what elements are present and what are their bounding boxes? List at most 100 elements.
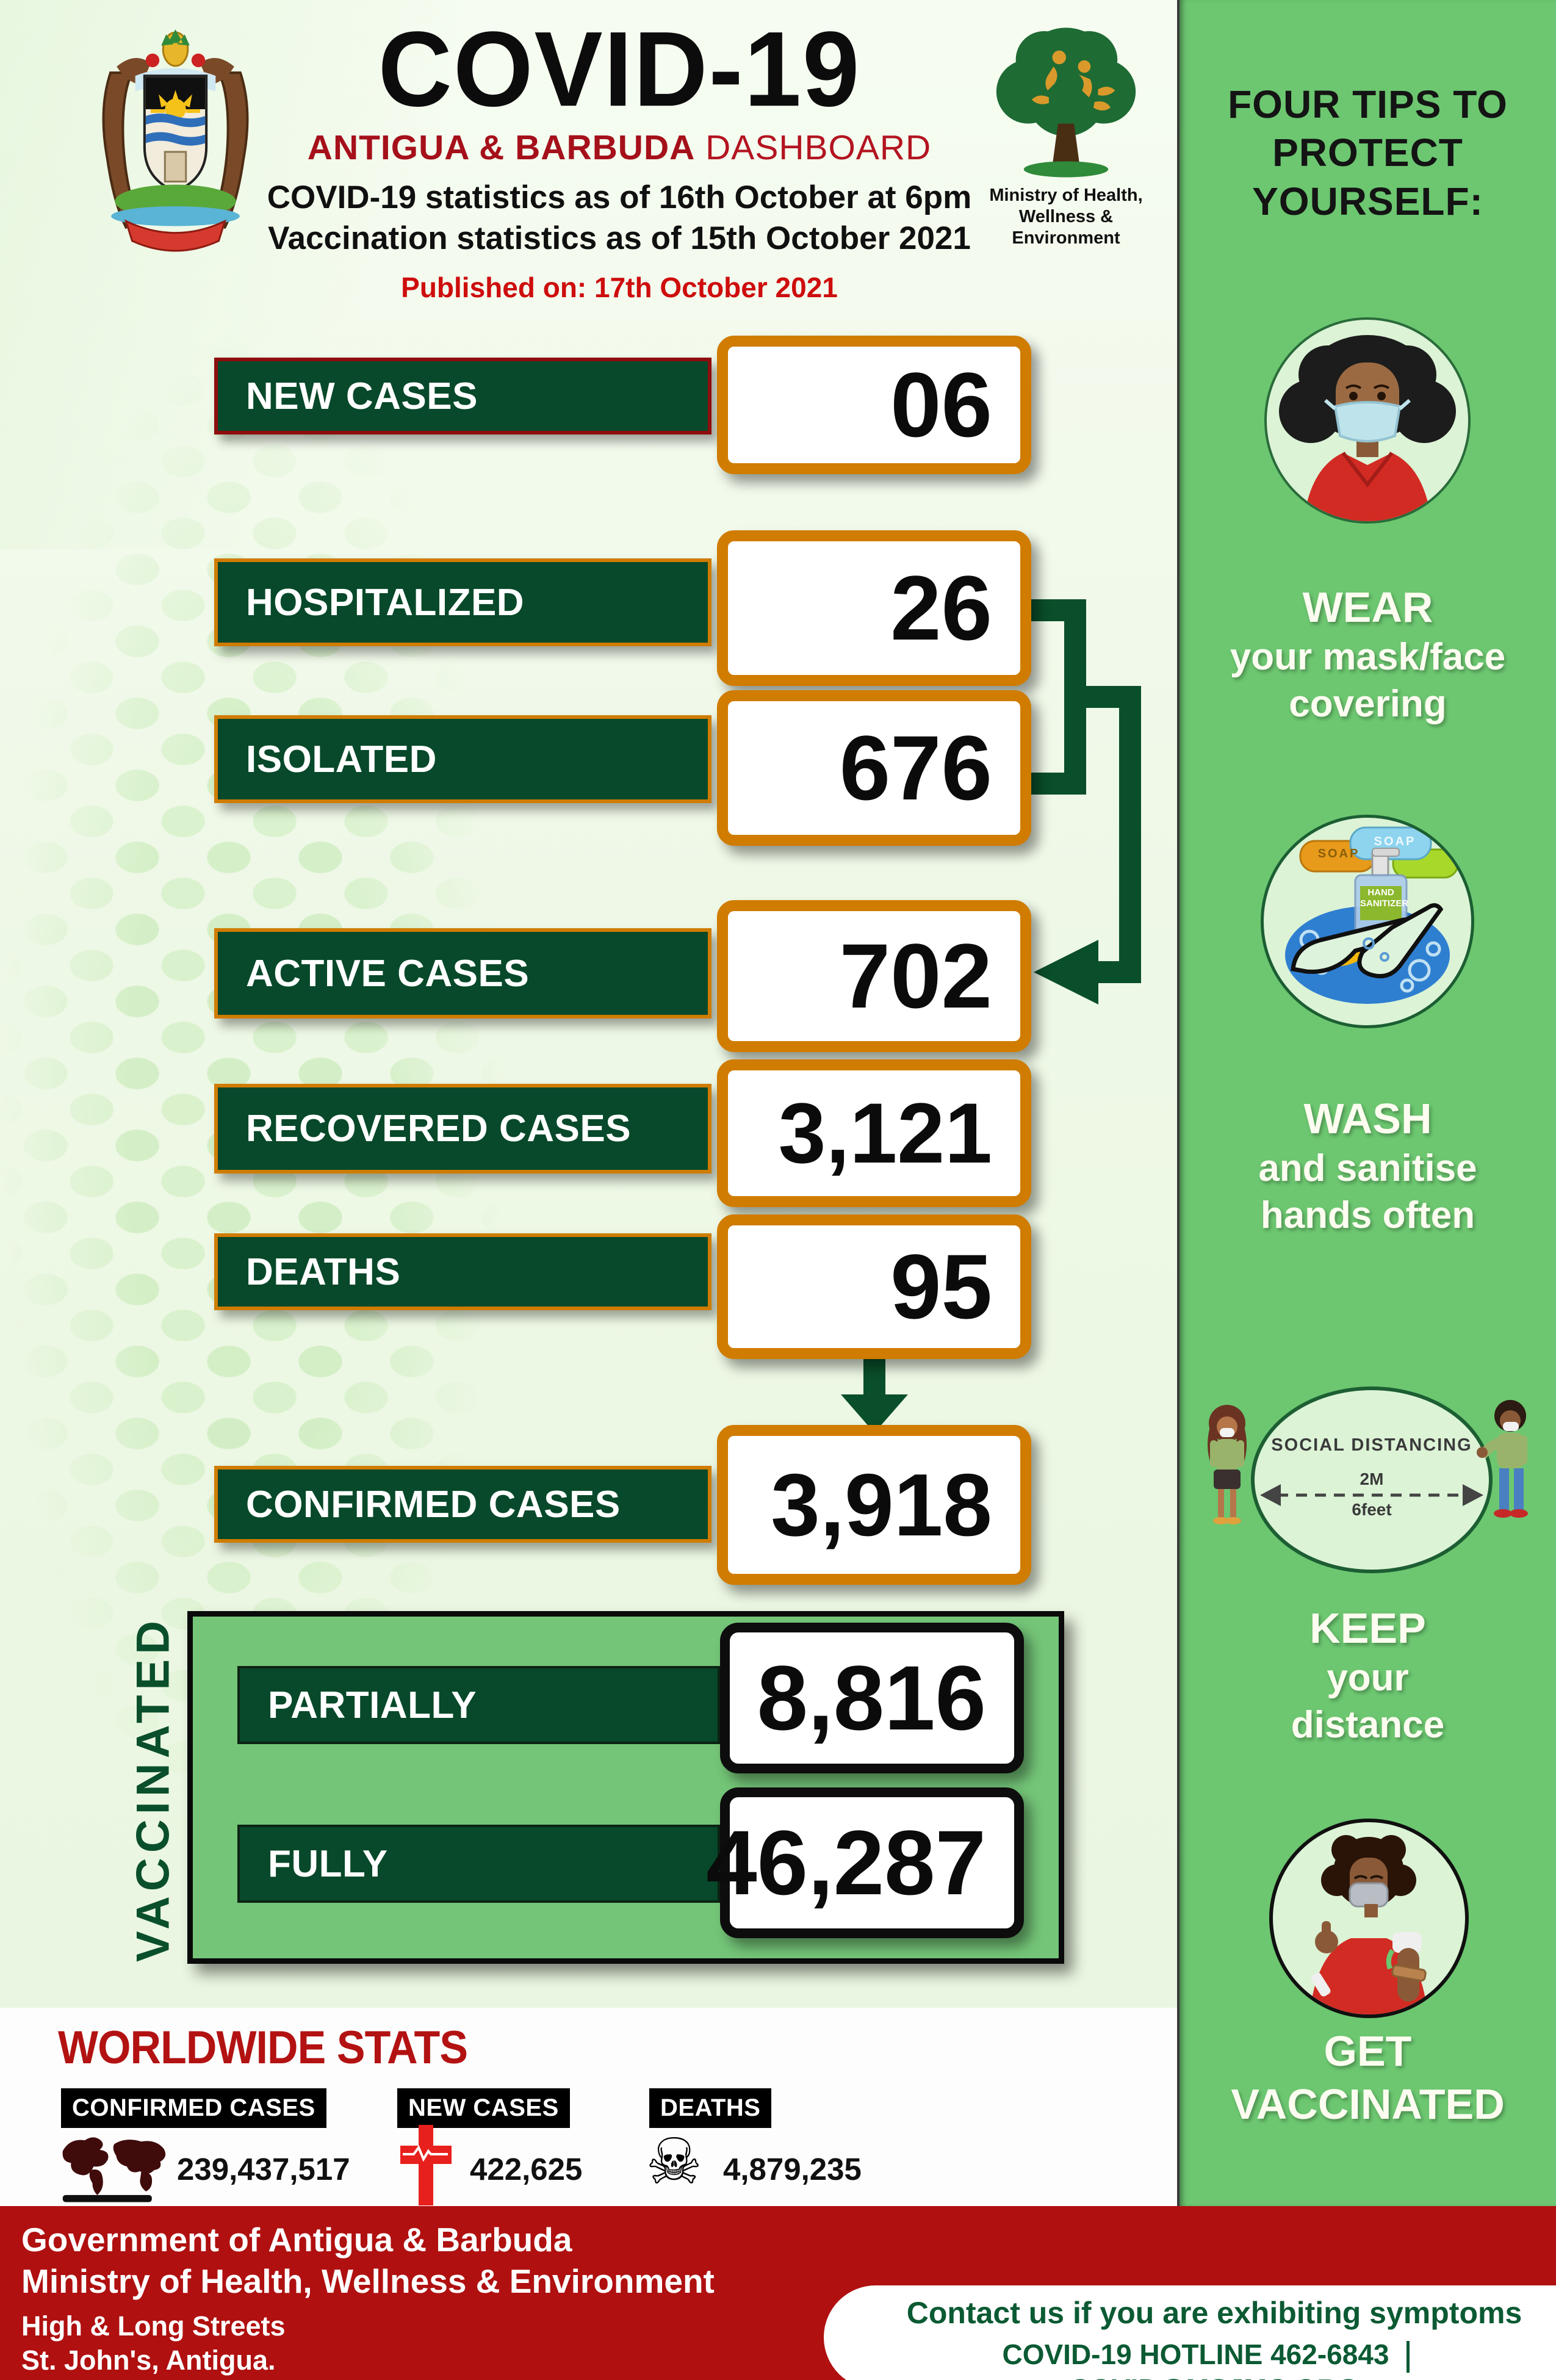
vaccination-stats-date: Vaccination statistics as of 15th Octobe… bbox=[268, 220, 971, 256]
vaccinated-person-icon bbox=[1309, 1835, 1428, 2014]
sanitizer-label: HAND SANITIZER bbox=[1360, 887, 1409, 909]
mask-woman-icon bbox=[1279, 335, 1456, 521]
fully-value: 46,287 bbox=[706, 1811, 986, 1914]
recovered-cases-value-box: 3,121 bbox=[717, 1059, 1031, 1207]
worldwide-title: WORLDWIDE STATS bbox=[58, 2022, 468, 2074]
contact-separator bbox=[1406, 2340, 1410, 2373]
world-map-icon bbox=[58, 2133, 171, 2205]
tips-title-line1: FOUR TIPS TO bbox=[1228, 82, 1508, 126]
get-vaccinated-illustration bbox=[1269, 1819, 1469, 2018]
recovered-cases-label-bar: RECOVERED CASES bbox=[214, 1084, 711, 1174]
new-cases-value-box: 06 bbox=[717, 336, 1031, 474]
footer-government: Government of Antigua & Barbuda bbox=[21, 2221, 572, 2259]
header: COVID-19 ANTIGUA & BARBUDA DASHBOARD COV… bbox=[262, 9, 976, 304]
hospitalized-value-box: 26 bbox=[717, 530, 1031, 686]
worldwide-confirmed-value: 239,437,517 bbox=[177, 2152, 350, 2187]
recovered-cases-value: 3,121 bbox=[778, 1085, 992, 1181]
coat-of-arms-icon bbox=[92, 17, 259, 252]
active-cases-label-bar: ACTIVE CASES bbox=[214, 928, 711, 1019]
isolated-value: 676 bbox=[839, 716, 992, 819]
ministry-caption: Ministry of Health, Wellness & Environme… bbox=[971, 185, 1161, 248]
page-title: COVID-19 bbox=[378, 9, 861, 129]
partially-value-box: 8,816 bbox=[720, 1623, 1024, 1773]
deaths-label: DEATHS bbox=[246, 1250, 401, 1293]
confirmed-cases-label-bar: CONFIRMED CASES bbox=[214, 1466, 711, 1543]
confirmed-cases-value-box: 3,918 bbox=[717, 1425, 1031, 1585]
sanitizer-label-line1: HAND bbox=[1367, 887, 1394, 898]
tip2-line2: and sanitise bbox=[1258, 1147, 1477, 1189]
contact-heading: Contact us if you are exhibiting symptom… bbox=[906, 2296, 1522, 2330]
tip1-line3: covering bbox=[1289, 682, 1447, 725]
tip4-text: GET VACCINATED bbox=[1180, 2025, 1556, 2131]
tip2-line1: WASH bbox=[1303, 1095, 1432, 1142]
hospitalized-label-bar: HOSPITALIZED bbox=[214, 558, 711, 646]
social-distancing-icon bbox=[1208, 1387, 1528, 1573]
wear-mask-illustration bbox=[1264, 317, 1471, 524]
hospitalized-label: HOSPITALIZED bbox=[246, 581, 525, 624]
fully-value-box: 46,287 bbox=[706, 1787, 1024, 1938]
deaths-label-bar: DEATHS bbox=[214, 1233, 711, 1310]
distancing-woman bbox=[1208, 1405, 1247, 1524]
isolated-label-bar: ISOLATED bbox=[214, 715, 711, 803]
covid-stats-date: COVID-19 statistics as of 16th October a… bbox=[267, 179, 972, 216]
worldwide-deaths-value: 4,879,235 bbox=[723, 2152, 862, 2187]
social-distancing-illustration: SOCIAL DISTANCING 2M 6feet bbox=[1198, 1379, 1546, 1587]
distancing-title: SOCIAL DISTANCING bbox=[1271, 1435, 1472, 1455]
worldwide-new-cases-value: 422,625 bbox=[470, 2152, 583, 2187]
hotline-number: COVID-19 HOTLINE 462-6843 bbox=[1002, 2339, 1389, 2370]
new-cases-label: NEW CASES bbox=[246, 375, 478, 417]
tip3-line1: KEEP bbox=[1309, 1604, 1426, 1652]
vaccinated-side-label: VACCINATED bbox=[127, 1616, 179, 1963]
isolated-label: ISOLATED bbox=[246, 738, 437, 781]
tip3-line3: distance bbox=[1291, 1703, 1445, 1746]
ministry-caption-line1: Ministry of Health, bbox=[989, 186, 1143, 205]
tips-title-line2: PROTECT bbox=[1272, 131, 1463, 175]
tips-title: FOUR TIPS TO PROTECT YOURSELF: bbox=[1180, 81, 1556, 226]
tip2-text: WASH and sanitise hands often bbox=[1180, 1092, 1556, 1239]
page-subtitle: ANTIGUA & BARBUDA DASHBOARD bbox=[262, 128, 976, 168]
contact-details: COVID-19 HOTLINE 462-6843 COVID@MSJMC.ORG bbox=[879, 2338, 1550, 2380]
distancing-man bbox=[1477, 1400, 1528, 1518]
soap-bar-label-2: SOAP bbox=[1374, 835, 1416, 848]
new-cases-value: 06 bbox=[890, 353, 992, 456]
active-cases-value-box: 702 bbox=[717, 900, 1031, 1052]
contact-email: COVID@MSJMC.ORG bbox=[1070, 2373, 1359, 2380]
distancing-2m: 2M bbox=[1360, 1469, 1384, 1488]
published-date: Published on: 17th October 2021 bbox=[401, 271, 838, 303]
worldwide-deaths-label: DEATHS bbox=[649, 2088, 772, 2128]
contact-panel: Contact us if you are exhibiting symptom… bbox=[824, 2285, 1556, 2380]
footer-ministry: Ministry of Health, Wellness & Environme… bbox=[21, 2262, 715, 2300]
subtitle-dashboard: DASHBOARD bbox=[705, 128, 932, 168]
recovered-cases-label: RECOVERED CASES bbox=[246, 1108, 632, 1150]
tip1-text: WEAR your mask/face covering bbox=[1180, 581, 1556, 728]
medical-cross-icon bbox=[395, 2122, 456, 2208]
footer-address-line2: St. John's, Antigua. bbox=[21, 2345, 276, 2376]
confirmed-cases-value: 3,918 bbox=[771, 1455, 992, 1554]
tip4-line1: GET bbox=[1324, 2027, 1412, 2075]
sanitizer-label-line2: SANITIZER bbox=[1360, 898, 1409, 909]
hospitalized-value: 26 bbox=[890, 557, 992, 659]
tips-title-line3: YOURSELF: bbox=[1252, 179, 1483, 223]
tip2-line3: hands often bbox=[1260, 1194, 1475, 1236]
tip1-line1: WEAR bbox=[1302, 583, 1433, 631]
wash-hands-icon bbox=[1285, 826, 1459, 1004]
confirmed-cases-label: CONFIRMED CASES bbox=[246, 1483, 621, 1526]
soap-bar-label: SOAP bbox=[1317, 847, 1360, 860]
fully-label: FULLY bbox=[268, 1842, 388, 1885]
subtitle-country: ANTIGUA & BARBUDA bbox=[307, 128, 696, 168]
tip1-line2: your mask/face bbox=[1230, 635, 1506, 678]
active-cases-value: 702 bbox=[839, 925, 992, 1027]
fully-label-bar: FULLY bbox=[237, 1825, 720, 1903]
skull-crossbones-icon: ☠ bbox=[646, 2124, 703, 2199]
partially-label-bar: PARTIALLY bbox=[237, 1666, 720, 1744]
partially-value: 8,816 bbox=[757, 1646, 986, 1749]
isolated-value-box: 676 bbox=[717, 690, 1031, 846]
ministry-tree-icon bbox=[996, 27, 1136, 178]
footer-address-line1: High & Long Streets bbox=[21, 2310, 286, 2342]
statistics-as-of: COVID-19 statistics as of 16th October a… bbox=[262, 178, 976, 259]
ministry-caption-line2: Wellness & Environment bbox=[1012, 206, 1120, 248]
partially-label: PARTIALLY bbox=[268, 1684, 477, 1726]
ministry-logo: Ministry of Health, Wellness & Environme… bbox=[971, 22, 1161, 248]
deaths-value: 95 bbox=[890, 1235, 992, 1338]
